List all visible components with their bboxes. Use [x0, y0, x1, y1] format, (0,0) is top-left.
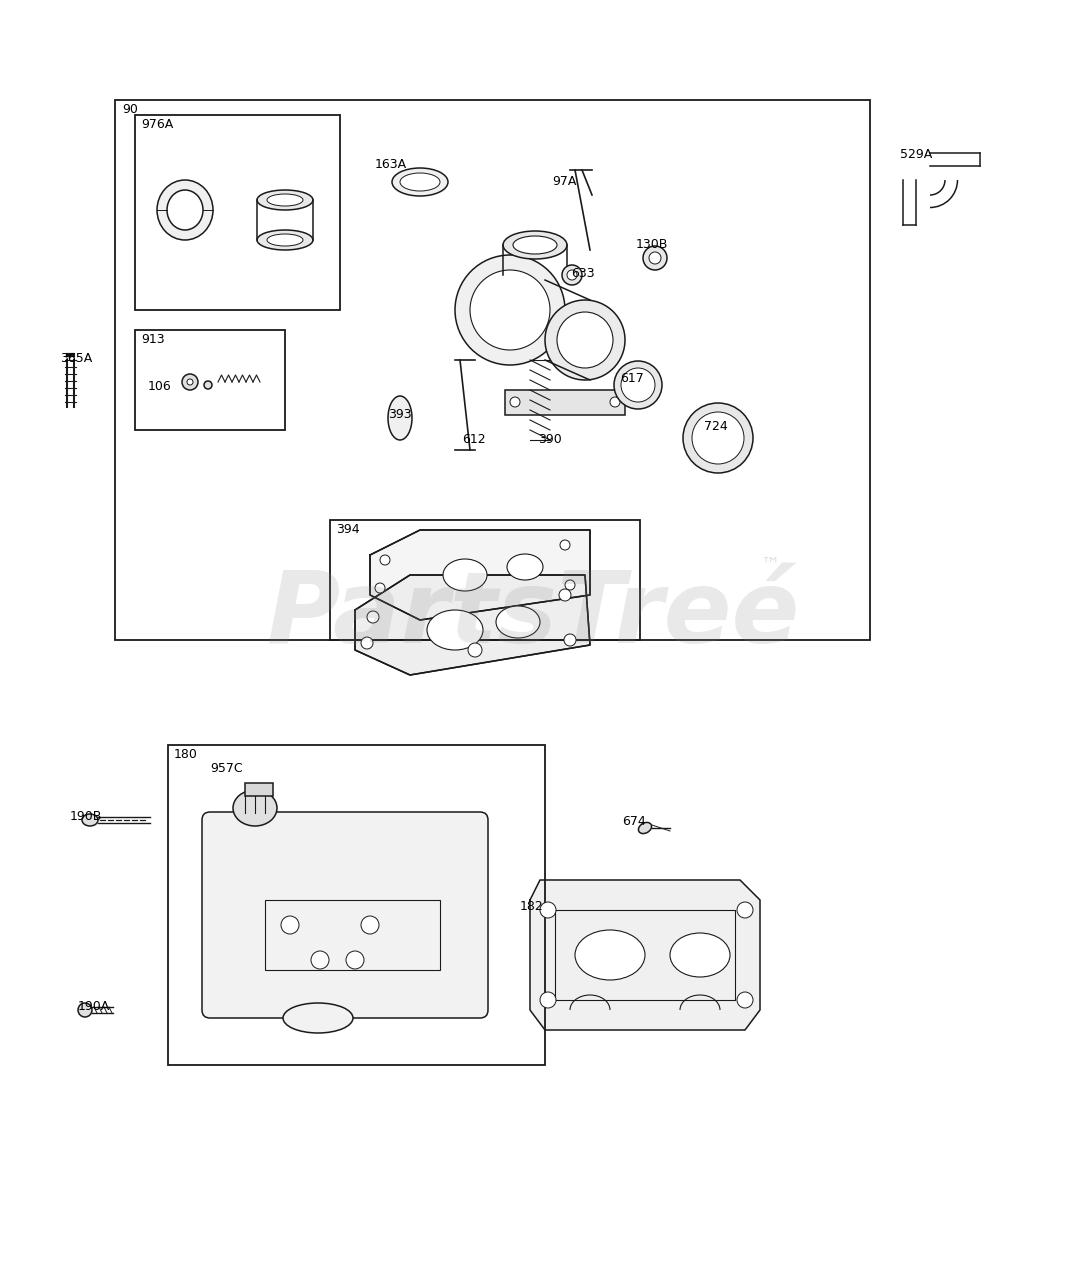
- Text: 163A: 163A: [375, 157, 408, 172]
- Bar: [505, 390, 625, 415]
- Circle shape: [380, 556, 391, 564]
- Text: 180: 180: [174, 748, 197, 762]
- Ellipse shape: [400, 173, 440, 191]
- Bar: [168, 745, 545, 1065]
- Circle shape: [564, 634, 576, 646]
- Text: 390: 390: [538, 433, 561, 445]
- Circle shape: [567, 270, 577, 280]
- Ellipse shape: [638, 823, 652, 833]
- Ellipse shape: [78, 1004, 92, 1018]
- Ellipse shape: [233, 790, 277, 826]
- Ellipse shape: [670, 933, 730, 977]
- Text: 393: 393: [388, 408, 412, 421]
- Circle shape: [540, 902, 556, 918]
- Text: ™: ™: [760, 556, 780, 575]
- Circle shape: [182, 374, 198, 390]
- Circle shape: [559, 589, 571, 602]
- Text: 106: 106: [148, 380, 172, 393]
- Text: 529A: 529A: [899, 148, 933, 161]
- Text: PartsTreé: PartsTreé: [268, 567, 800, 663]
- Text: 674: 674: [622, 815, 646, 828]
- FancyBboxPatch shape: [202, 812, 488, 1018]
- Ellipse shape: [267, 234, 303, 246]
- Bar: [245, 783, 273, 796]
- Ellipse shape: [388, 396, 412, 440]
- Ellipse shape: [455, 255, 566, 365]
- Ellipse shape: [621, 369, 655, 402]
- Ellipse shape: [427, 611, 483, 650]
- Text: 617: 617: [620, 372, 643, 385]
- Text: 913: 913: [141, 333, 164, 346]
- Bar: [136, 115, 340, 310]
- Circle shape: [643, 246, 667, 270]
- Text: 365A: 365A: [60, 352, 92, 365]
- Ellipse shape: [168, 189, 203, 230]
- Text: 190A: 190A: [78, 1000, 110, 1012]
- Text: 612: 612: [462, 433, 485, 445]
- Ellipse shape: [513, 236, 557, 253]
- Ellipse shape: [392, 168, 448, 196]
- Bar: [115, 100, 870, 640]
- Circle shape: [375, 582, 385, 593]
- Polygon shape: [370, 530, 590, 620]
- Ellipse shape: [496, 605, 540, 637]
- Circle shape: [510, 397, 520, 407]
- Ellipse shape: [545, 300, 625, 380]
- Ellipse shape: [557, 312, 614, 369]
- Ellipse shape: [575, 931, 644, 980]
- Circle shape: [310, 951, 329, 969]
- Ellipse shape: [157, 180, 213, 241]
- Text: 90: 90: [122, 102, 138, 116]
- Ellipse shape: [614, 361, 662, 410]
- Text: 190B: 190B: [70, 810, 102, 823]
- Ellipse shape: [683, 403, 753, 474]
- Circle shape: [562, 265, 582, 285]
- Circle shape: [737, 992, 753, 1009]
- Ellipse shape: [503, 230, 567, 259]
- Polygon shape: [355, 575, 590, 675]
- Circle shape: [361, 916, 379, 934]
- Ellipse shape: [283, 1004, 353, 1033]
- Bar: [265, 900, 440, 970]
- Ellipse shape: [82, 814, 98, 826]
- Circle shape: [346, 951, 364, 969]
- Text: 633: 633: [571, 268, 594, 280]
- Bar: [136, 330, 285, 430]
- Circle shape: [610, 397, 620, 407]
- Circle shape: [468, 643, 482, 657]
- Circle shape: [560, 540, 570, 550]
- Text: 957C: 957C: [210, 762, 242, 774]
- Ellipse shape: [507, 554, 543, 580]
- Ellipse shape: [469, 270, 550, 349]
- Text: 97A: 97A: [552, 175, 576, 188]
- Polygon shape: [530, 881, 760, 1030]
- Ellipse shape: [257, 230, 313, 250]
- Circle shape: [367, 611, 379, 623]
- Text: 130B: 130B: [636, 238, 668, 251]
- Ellipse shape: [267, 195, 303, 206]
- Text: 976A: 976A: [141, 118, 173, 131]
- Circle shape: [204, 381, 212, 389]
- Circle shape: [566, 580, 575, 590]
- Ellipse shape: [257, 189, 313, 210]
- Text: 394: 394: [336, 524, 360, 536]
- Circle shape: [737, 902, 753, 918]
- Ellipse shape: [443, 559, 487, 591]
- Circle shape: [281, 916, 299, 934]
- Circle shape: [187, 379, 193, 385]
- Bar: [330, 520, 640, 640]
- Circle shape: [361, 637, 373, 649]
- Text: 724: 724: [704, 420, 728, 433]
- Circle shape: [540, 992, 556, 1009]
- Circle shape: [649, 252, 660, 264]
- Ellipse shape: [692, 412, 744, 463]
- Text: 182: 182: [520, 900, 544, 913]
